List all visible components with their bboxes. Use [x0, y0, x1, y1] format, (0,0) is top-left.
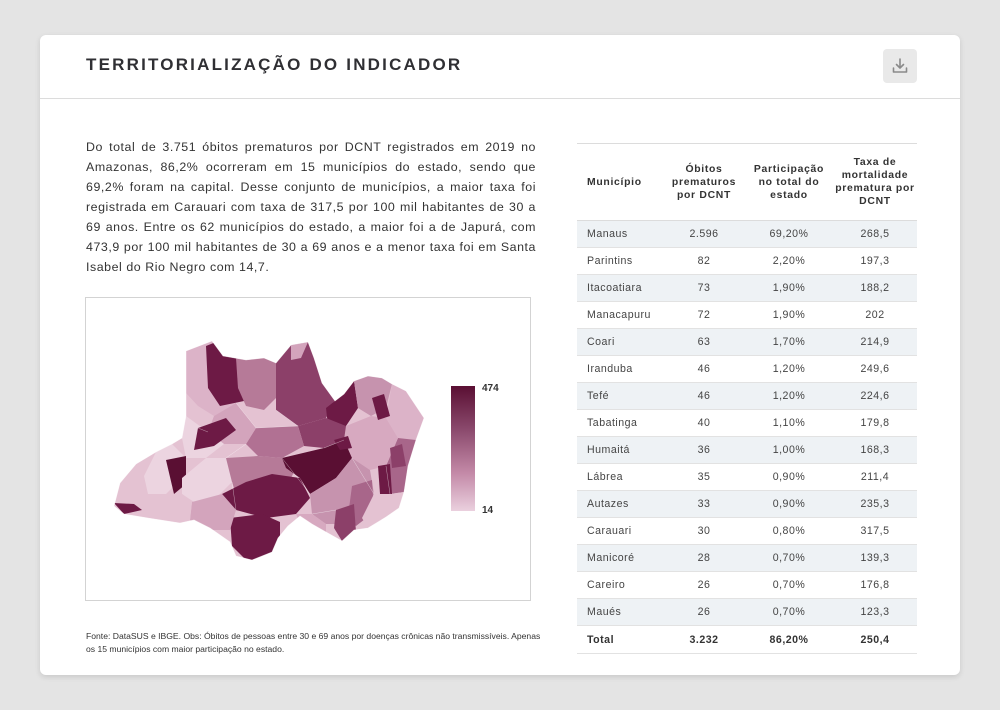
cell-taxa: 224,6 [833, 382, 917, 410]
cell-obitos: 72 [663, 301, 745, 329]
table-row: Manacapuru 72 1,90% 202 [577, 301, 917, 329]
download-button[interactable] [883, 49, 917, 83]
cell-obitos: 63 [663, 328, 745, 356]
table-row: Autazes 33 0,90% 235,3 [577, 490, 917, 518]
cell-participacao: 0,90% [745, 463, 833, 491]
cell-participacao: 2,20% [745, 247, 833, 275]
cell-taxa: 317,5 [833, 517, 917, 545]
cell-participacao: 0,70% [745, 544, 833, 572]
cell-obitos: 2.596 [663, 220, 745, 248]
choropleth-map: 474 14 [85, 297, 531, 601]
cell-obitos: 35 [663, 463, 745, 491]
table-row: Parintins 82 2,20% 197,3 [577, 247, 917, 275]
legend-min-value: 14 [482, 505, 494, 516]
table-row: Lábrea 35 0,90% 211,4 [577, 463, 917, 491]
cell-obitos: 33 [663, 490, 745, 518]
table-row: Careiro 26 0,70% 176,8 [577, 571, 917, 599]
cell-obitos: 30 [663, 517, 745, 545]
cell-obitos: 26 [663, 571, 745, 599]
cell-participacao: 1,90% [745, 301, 833, 329]
cell-taxa: 179,8 [833, 409, 917, 437]
header-obitos: Óbitos prematuros por DCNT [663, 143, 745, 221]
panel-header: TERRITORIALIZAÇÃO DO INDICADOR [40, 35, 960, 99]
cell-municipio: Manicoré [577, 544, 663, 572]
cell-obitos: 46 [663, 355, 745, 383]
cell-participacao: 1,90% [745, 274, 833, 302]
cell-municipio: Lábrea [577, 463, 663, 491]
cell-participacao: 1,70% [745, 328, 833, 356]
indicator-territorialization-panel: TERRITORIALIZAÇÃO DO INDICADOR Do total … [40, 35, 960, 675]
download-icon [892, 58, 908, 73]
table-row: Coari 63 1,70% 214,9 [577, 328, 917, 356]
cell-municipio: Humaitá [577, 436, 663, 464]
legend-max-value: 474 [482, 383, 499, 394]
header-municipio: Município [577, 143, 663, 221]
cell-participacao: 1,10% [745, 409, 833, 437]
cell-municipio: Total [577, 625, 663, 654]
cell-participacao: 1,20% [745, 382, 833, 410]
cell-taxa: 249,6 [833, 355, 917, 383]
cell-participacao: 0,70% [745, 598, 833, 626]
legend-color-scale [451, 386, 475, 511]
cell-taxa: 235,3 [833, 490, 917, 518]
cell-taxa: 168,3 [833, 436, 917, 464]
table-row: Iranduba 46 1,20% 249,6 [577, 355, 917, 383]
cell-participacao: 1,20% [745, 355, 833, 383]
table-row: Manaus 2.596 69,20% 268,5 [577, 220, 917, 248]
cell-participacao: 0,90% [745, 490, 833, 518]
cell-participacao: 0,80% [745, 517, 833, 545]
cell-municipio: Coari [577, 328, 663, 356]
cell-municipio: Iranduba [577, 355, 663, 383]
cell-participacao: 0,70% [745, 571, 833, 599]
source-note: Fonte: DataSUS e IBGE. Obs: Óbitos de pe… [86, 631, 541, 654]
table-header-row: Município Óbitos prematuros por DCNT Par… [577, 143, 917, 221]
cell-taxa: 188,2 [833, 274, 917, 302]
cell-obitos: 73 [663, 274, 745, 302]
table-row: Itacoatiara 73 1,90% 188,2 [577, 274, 917, 302]
cell-obitos: 82 [663, 247, 745, 275]
cell-municipio: Manacapuru [577, 301, 663, 329]
cell-taxa: 214,9 [833, 328, 917, 356]
cell-taxa: 211,4 [833, 463, 917, 491]
cell-participacao: 86,20% [745, 625, 833, 654]
cell-taxa: 139,3 [833, 544, 917, 572]
cell-taxa: 197,3 [833, 247, 917, 275]
municipality-table: Município Óbitos prematuros por DCNT Par… [577, 143, 917, 654]
cell-municipio: Carauari [577, 517, 663, 545]
cell-taxa: 250,4 [833, 625, 917, 654]
cell-participacao: 1,00% [745, 436, 833, 464]
table-row: Carauari 30 0,80% 317,5 [577, 517, 917, 545]
table-total-row: Total 3.232 86,20% 250,4 [577, 625, 917, 654]
cell-taxa: 202 [833, 301, 917, 329]
cell-municipio: Parintins [577, 247, 663, 275]
indicator-description: Do total de 3.751 óbitos prematuros por … [86, 140, 536, 274]
table-row: Humaitá 36 1,00% 168,3 [577, 436, 917, 464]
cell-obitos: 40 [663, 409, 745, 437]
cell-municipio: Autazes [577, 490, 663, 518]
table-row: Tabatinga 40 1,10% 179,8 [577, 409, 917, 437]
panel-title: TERRITORIALIZAÇÃO DO INDICADOR [86, 55, 463, 74]
cell-taxa: 123,3 [833, 598, 917, 626]
cell-obitos: 46 [663, 382, 745, 410]
table-row: Tefé 46 1,20% 224,6 [577, 382, 917, 410]
cell-taxa: 268,5 [833, 220, 917, 248]
amazonas-map [113, 340, 425, 561]
table-row: Maués 26 0,70% 123,3 [577, 598, 917, 626]
cell-participacao: 69,20% [745, 220, 833, 248]
cell-obitos: 28 [663, 544, 745, 572]
header-taxa: Taxa de mortalidade prematura por DCNT [833, 143, 917, 221]
cell-municipio: Careiro [577, 571, 663, 599]
header-participacao: Participação no total do estado [745, 143, 833, 221]
cell-obitos: 36 [663, 436, 745, 464]
table-row: Manicoré 28 0,70% 139,3 [577, 544, 917, 572]
cell-obitos: 3.232 [663, 625, 745, 654]
cell-municipio: Tefé [577, 382, 663, 410]
cell-municipio: Tabatinga [577, 409, 663, 437]
cell-taxa: 176,8 [833, 571, 917, 599]
cell-obitos: 26 [663, 598, 745, 626]
cell-municipio: Maués [577, 598, 663, 626]
cell-municipio: Manaus [577, 220, 663, 248]
cell-municipio: Itacoatiara [577, 274, 663, 302]
